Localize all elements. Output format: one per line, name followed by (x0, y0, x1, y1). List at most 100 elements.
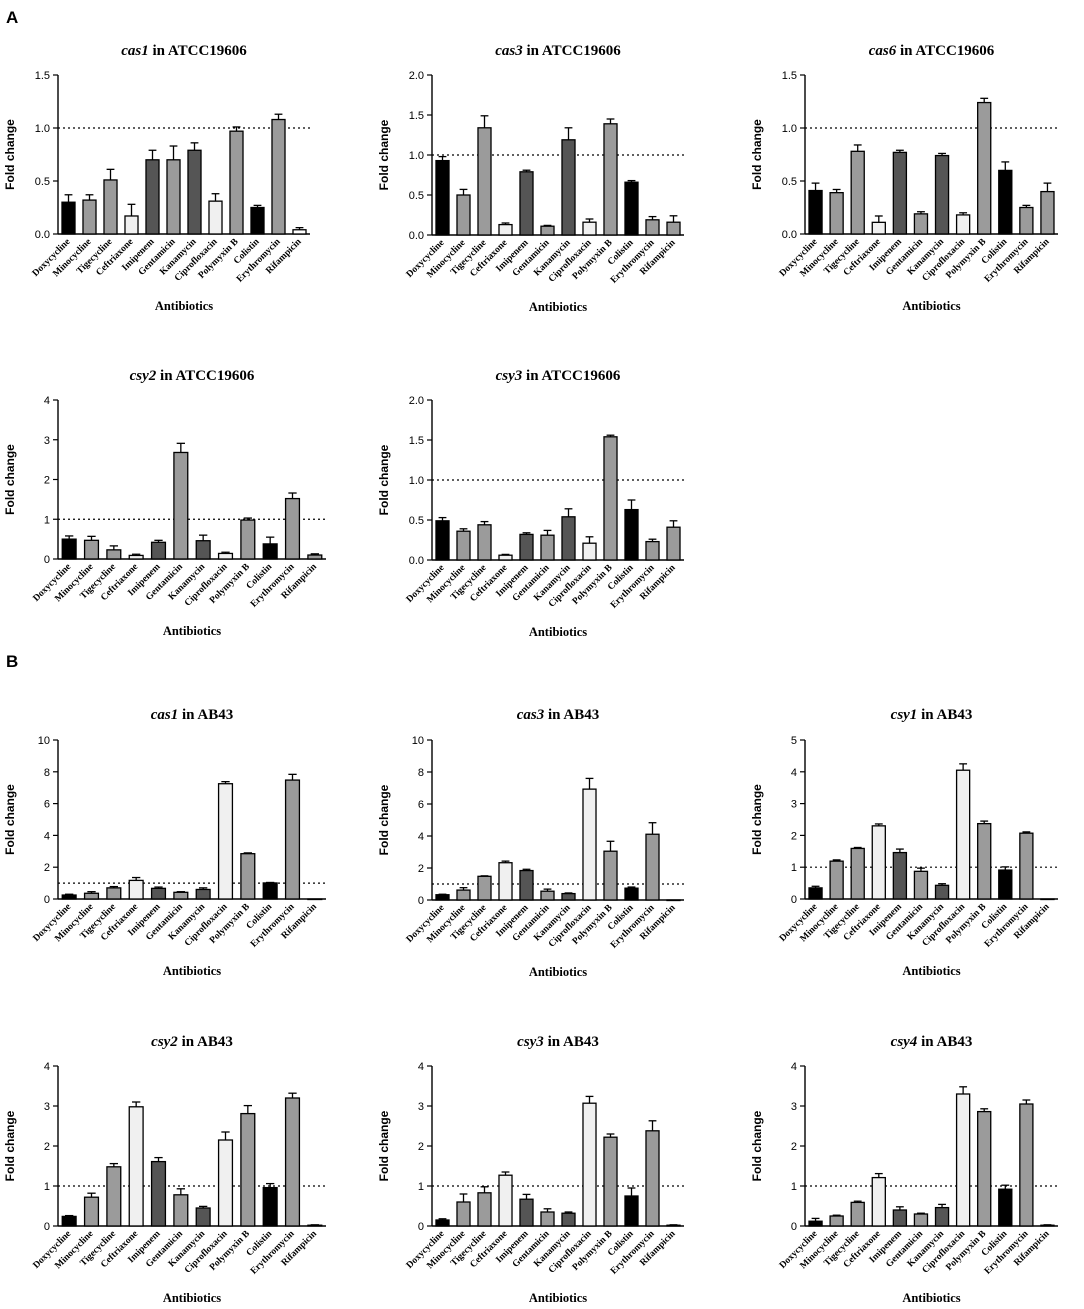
bar-imipenem (150, 541, 167, 560)
bar-minocycline (83, 1196, 100, 1227)
y-tick-label: 0 (418, 1221, 424, 1233)
y-tick-label: 0.0 (409, 555, 424, 567)
bar-kanamycin (561, 516, 576, 561)
y-tick-label: 0.0 (782, 229, 797, 241)
bar-rifampicin (1040, 190, 1055, 235)
y-tick-label: 0.0 (409, 230, 424, 242)
y-tick-label: 0.0 (35, 229, 50, 241)
bar-rifampicin (292, 229, 307, 235)
bar-tigecycline (106, 1166, 122, 1227)
bar-ceftriaxone (871, 825, 886, 900)
y-tick-label: 0 (418, 895, 424, 907)
y-axis-label: Fold change (750, 119, 764, 190)
y-tick-label: 1.5 (409, 435, 424, 447)
bar-polymyxin-b (977, 1110, 992, 1227)
bar-ceftriaxone (128, 554, 144, 560)
y-axis-label: Fold change (750, 1110, 764, 1181)
bar-rifampicin (666, 526, 681, 561)
bar-colistin (262, 543, 278, 560)
bar-ceftriaxone (498, 1174, 513, 1227)
bar-tigecycline (850, 150, 865, 235)
bar-minocycline (82, 199, 97, 235)
y-axis-label: Fold change (377, 444, 391, 515)
bar-colistin (250, 206, 265, 235)
bar-tigecycline (106, 549, 122, 560)
bar-doxycycline (808, 1220, 823, 1227)
bar-doxycycline (435, 894, 450, 901)
chart-title: csy3 in ATCC19606 (496, 368, 621, 384)
bar-minocycline (829, 860, 844, 900)
chart-title: cas3 in AB43 (517, 707, 600, 723)
bar-rifampicin (1040, 898, 1055, 901)
bar-doxycycline (61, 201, 76, 235)
y-tick-label: 6 (44, 799, 50, 811)
y-tick-label: 1.0 (35, 123, 50, 135)
bar-colistin (624, 508, 639, 561)
chart-csy3-atcc19606: csy3 in ATCC19606 Fold change 0.0 0.5 1.0 1.5… (377, 368, 684, 639)
bar-erythromycin (645, 833, 660, 901)
chart-cas1-atcc19606: cas1 in ATCC19606 Fold change 0.0 0.5 1.0 1.5… (3, 43, 310, 313)
bar-gentamicin (166, 159, 181, 235)
bar-colistin (624, 181, 639, 236)
y-tick-label: 3 (791, 1101, 797, 1113)
y-tick-label: 0 (44, 1221, 50, 1233)
y-tick-label: 10 (38, 735, 50, 747)
y-axis-label: Fold change (3, 1110, 17, 1181)
bar-imipenem (519, 171, 534, 236)
y-axis-label: Fold change (750, 784, 764, 855)
x-axis-label: Antibiotics (529, 300, 587, 314)
bar-gentamicin (540, 225, 555, 236)
bar-ceftriaxone (128, 1106, 144, 1227)
chart-title: csy3 in AB43 (517, 1034, 599, 1050)
y-tick-label: 1 (44, 514, 50, 526)
x-axis-label: Antibiotics (155, 299, 213, 313)
bar-ceftriaxone (871, 221, 886, 235)
bar-doxycycline (61, 1215, 77, 1227)
bar-rifampicin (307, 898, 323, 901)
bar-ciprofloxacin (955, 214, 971, 235)
bar-erythromycin (1019, 832, 1034, 900)
y-tick-label: 0 (791, 1221, 797, 1233)
y-tick-label: 1.5 (35, 70, 50, 82)
bar-ceftriaxone (498, 862, 513, 901)
y-tick-label: 0 (791, 894, 797, 906)
bar-colistin (624, 887, 639, 901)
bar-colistin (262, 1186, 278, 1227)
bar-ciprofloxacin (208, 200, 223, 235)
chart-cas6-atcc19606: cas6 in ATCC19606 Fold change 0.0 0.5 1.0 1.5… (750, 43, 1058, 313)
bar-imipenem (519, 869, 534, 901)
chart-title: cas1 in AB43 (151, 707, 234, 723)
x-axis-label: Antibiotics (529, 625, 587, 639)
y-tick-label: 3 (791, 799, 797, 811)
bar-gentamicin (540, 1211, 555, 1227)
bar-erythromycin (645, 1130, 660, 1227)
bar-minocycline (456, 530, 471, 561)
x-axis-label: Antibiotics (902, 1291, 960, 1305)
bar-polymyxin-b (603, 850, 618, 901)
bar-minocycline (829, 1215, 844, 1227)
bar-gentamicin (913, 870, 929, 900)
bar-ciprofloxacin (582, 221, 597, 236)
bar-minocycline (456, 889, 471, 901)
y-tick-label: 4 (44, 830, 50, 842)
bar-kanamycin (561, 1212, 576, 1227)
bar-colistin (998, 1188, 1013, 1227)
bar-polymyxin-b (977, 101, 992, 235)
y-tick-label: 3 (44, 435, 50, 447)
bar-colistin (262, 882, 278, 900)
y-tick-label: 2 (791, 1141, 797, 1153)
y-tick-label: 3 (418, 1101, 424, 1113)
bar-colistin (998, 169, 1013, 235)
bar-minocycline (456, 194, 471, 236)
y-tick-label: 8 (44, 767, 50, 779)
bar-doxycycline (435, 520, 450, 561)
bar-gentamicin (913, 213, 929, 235)
y-tick-label: 0 (44, 894, 50, 906)
y-tick-label: 2 (44, 1141, 50, 1153)
y-tick-label: 2 (44, 862, 50, 874)
y-tick-label: 8 (418, 767, 424, 779)
bar-imipenem (892, 151, 908, 235)
